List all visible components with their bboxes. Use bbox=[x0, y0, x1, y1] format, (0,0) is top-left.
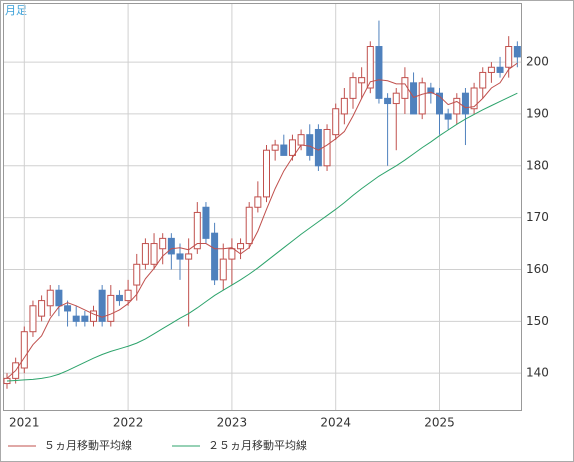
candle-body bbox=[288, 139, 296, 156]
candle-body bbox=[254, 196, 262, 208]
candle-body bbox=[219, 258, 227, 281]
candle-body bbox=[453, 97, 461, 115]
candle-body bbox=[64, 305, 72, 312]
candle-body bbox=[263, 149, 270, 198]
candle-body bbox=[297, 134, 305, 146]
candle-body bbox=[366, 46, 374, 89]
candle-body bbox=[90, 310, 97, 322]
candle-body bbox=[107, 294, 115, 322]
ma-line bbox=[6, 92, 518, 382]
x-tick-label: 2022 bbox=[113, 416, 144, 430]
candle-body bbox=[98, 289, 106, 322]
candle-body bbox=[141, 243, 149, 265]
candle-body bbox=[176, 253, 184, 260]
candle-body bbox=[436, 92, 443, 115]
candle-body bbox=[20, 331, 28, 369]
candle-body bbox=[323, 128, 331, 167]
candle-body bbox=[384, 97, 392, 105]
candle-body bbox=[427, 87, 435, 94]
candle-body bbox=[228, 248, 236, 260]
y-tick-label: 190 bbox=[526, 106, 549, 120]
candle-body bbox=[340, 97, 348, 115]
plot-area bbox=[3, 3, 522, 411]
candle-body bbox=[496, 66, 504, 73]
candle-body bbox=[349, 77, 357, 99]
legend-label: ５ヵ月移動平均線 bbox=[44, 438, 132, 452]
candle-body bbox=[159, 237, 167, 250]
candle-body bbox=[150, 243, 158, 265]
candle-body bbox=[314, 128, 322, 167]
candle-body bbox=[237, 243, 245, 250]
y-tick-label: 180 bbox=[526, 158, 549, 172]
candle-body bbox=[81, 315, 89, 322]
x-tick-label: 2024 bbox=[320, 416, 351, 430]
candle-body bbox=[115, 294, 123, 302]
candle-body bbox=[513, 46, 521, 58]
candle-body bbox=[211, 232, 219, 281]
candle-body bbox=[167, 237, 175, 255]
candle-body bbox=[72, 315, 80, 322]
x-tick-label: 2025 bbox=[424, 416, 455, 430]
candle-body bbox=[55, 289, 63, 307]
candle-body bbox=[38, 300, 46, 317]
candle-body bbox=[487, 66, 495, 73]
candle-body bbox=[332, 108, 340, 136]
candle-body bbox=[444, 113, 452, 120]
chart-title: 月足 bbox=[5, 4, 27, 17]
candle-body bbox=[306, 134, 314, 156]
x-tick-label: 2023 bbox=[217, 416, 248, 430]
x-tick-label: 2021 bbox=[9, 416, 40, 430]
candle-body bbox=[358, 77, 366, 84]
y-tick-label: 170 bbox=[526, 210, 549, 224]
y-tick-label: 200 bbox=[526, 55, 549, 69]
candle-body bbox=[124, 289, 132, 302]
candle-body bbox=[245, 206, 253, 245]
candle-body bbox=[29, 305, 37, 333]
candle-body bbox=[375, 46, 383, 99]
ma-line bbox=[6, 62, 518, 379]
candle-body bbox=[410, 82, 418, 115]
candle-body bbox=[470, 87, 478, 110]
candle-body bbox=[193, 211, 201, 250]
candle-body bbox=[271, 144, 279, 151]
candle-body bbox=[46, 289, 54, 307]
candle-body bbox=[505, 46, 513, 68]
candle-body bbox=[280, 144, 288, 156]
y-tick-label: 140 bbox=[526, 366, 549, 380]
candle-body bbox=[185, 253, 193, 260]
candle-body bbox=[392, 92, 400, 105]
candle-body bbox=[479, 71, 487, 89]
candle-body bbox=[202, 206, 210, 239]
y-tick-label: 160 bbox=[526, 262, 549, 276]
legend-label: ２５ヵ月移動平均線 bbox=[208, 438, 307, 452]
candle-body bbox=[418, 82, 426, 115]
candle-body bbox=[461, 92, 469, 115]
candle-body bbox=[133, 263, 141, 286]
y-tick-label: 150 bbox=[526, 314, 549, 328]
